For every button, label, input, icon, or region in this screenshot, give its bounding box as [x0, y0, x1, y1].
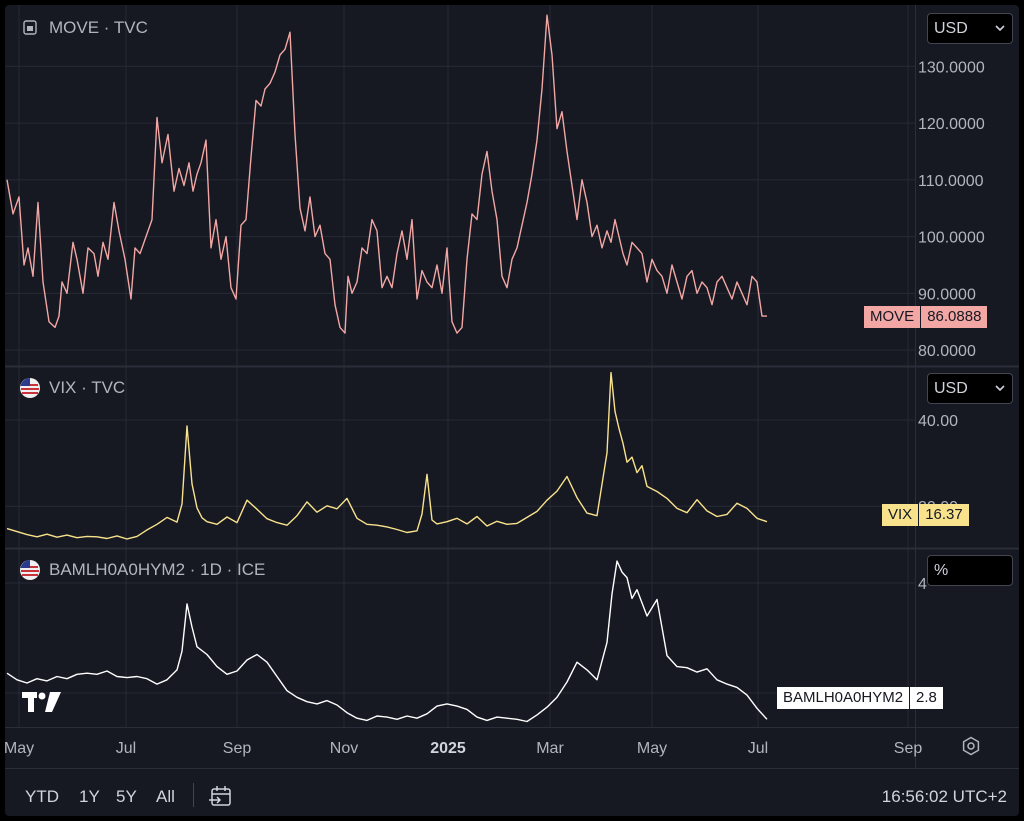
price-axis[interactable]: 130.0000 120.0000 110.0000 100.0000 90.0000 8… — [915, 5, 985, 768]
plots-area[interactable]: 130.0000 120.0000 110.0000 100.0000 90.0000 8… — [5, 5, 1019, 768]
x-tick-label: Sep — [223, 740, 252, 757]
y-tick-label: 120.0000 — [918, 116, 985, 133]
x-tick-label: Mar — [536, 740, 564, 757]
y-tick-label: 100.0000 — [918, 230, 985, 247]
x-tick-label: 2025 — [430, 740, 466, 757]
move-pane-header: MOVE · TVC — [19, 17, 148, 39]
range-1y-button[interactable]: 1Y — [79, 787, 100, 806]
hy-label-value: 2.8 — [909, 687, 943, 709]
vix-price-label: VIX 16.37 — [882, 504, 969, 526]
x-tick-label: Sep — [894, 740, 923, 757]
clock-readout[interactable]: 16:56:02 UTC+2 — [881, 787, 1007, 806]
vix-currency-select[interactable]: USD — [927, 373, 1013, 404]
series-layer — [6, 14, 768, 723]
move-price-label: MOVE 86.0888 — [864, 306, 988, 328]
move-currency-select[interactable]: USD — [927, 13, 1013, 44]
move-series-line[interactable] — [6, 14, 767, 334]
chevron-down-icon — [995, 385, 1005, 392]
hy-unit-select[interactable]: % — [927, 555, 1013, 586]
y-tick-label: 90.0000 — [918, 286, 976, 303]
x-tick-label: Nov — [330, 740, 358, 757]
y-tick-label: 40.00 — [918, 413, 958, 430]
vix-series-line[interactable] — [6, 371, 768, 540]
vix-currency-value: USD — [934, 380, 968, 397]
us-flag-icon — [19, 559, 41, 581]
move-currency-value: USD — [934, 20, 968, 37]
hy-price-label: BAMLH0A0HYM2 2.8 — [777, 687, 943, 709]
pane-separators — [5, 365, 1019, 550]
tradingview-logo-icon[interactable] — [21, 689, 65, 715]
bottom-toolbar: YTD 1Y 5Y All 16:56:02 UTC+2 — [5, 768, 1019, 816]
chart-frame: 130.0000 120.0000 110.0000 100.0000 90.0000 8… — [5, 5, 1019, 816]
range-ytd-button[interactable]: YTD — [25, 787, 59, 806]
hy-pane-header: BAMLH0A0HYM2 · 1D · ICE — [19, 559, 265, 581]
y-tick-label: 110.0000 — [918, 173, 984, 190]
range-all-button[interactable]: All — [156, 787, 175, 806]
x-tick-label: Jul — [748, 740, 768, 757]
hy-unit-value: % — [934, 562, 949, 579]
hy-label-name: BAMLH0A0HYM2 — [777, 687, 910, 709]
toolbar-divider — [193, 783, 194, 807]
time-axis[interactable]: May Jul Sep Nov 2025 Mar May Jul Sep — [5, 727, 1019, 758]
vix-label-name: VIX — [882, 504, 919, 526]
y-tick-label: 130.0000 — [918, 59, 985, 76]
x-tick-label: May — [5, 740, 34, 757]
move-title: MOVE · TVC — [49, 18, 148, 37]
x-tick-label: May — [637, 740, 667, 757]
chevron-down-icon — [995, 25, 1005, 32]
y-tick-label: 4 — [918, 576, 927, 593]
ice-exchange-icon — [19, 17, 41, 39]
vix-title: VIX · TVC — [49, 378, 126, 397]
gear-icon[interactable] — [961, 736, 981, 756]
hy-series-line[interactable] — [6, 560, 768, 723]
vix-label-value: 16.37 — [918, 504, 969, 526]
y-tick-label: 80.0000 — [918, 343, 976, 360]
hy-title: BAMLH0A0HYM2 · 1D · ICE — [49, 560, 266, 579]
x-tick-label: Jul — [116, 740, 136, 757]
calendar-goto-icon[interactable] — [208, 783, 234, 809]
range-5y-button[interactable]: 5Y — [116, 787, 137, 806]
vix-pane-header: VIX · TVC — [19, 377, 125, 399]
move-label-value: 86.0888 — [920, 306, 988, 328]
move-label-name: MOVE — [864, 306, 921, 328]
us-flag-icon — [19, 377, 41, 399]
